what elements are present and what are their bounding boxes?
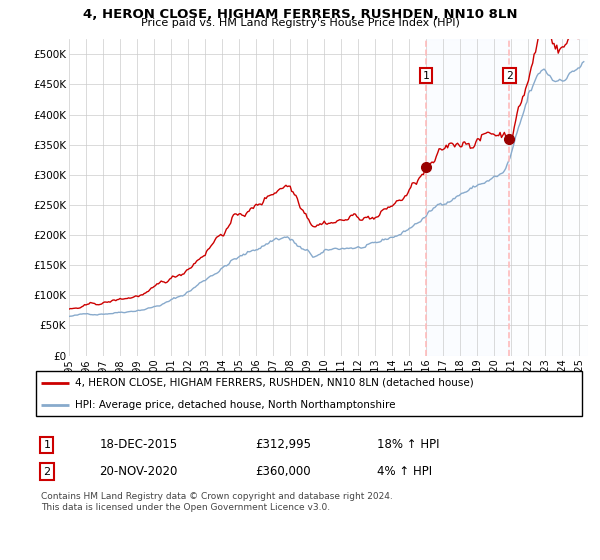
Text: 20-NOV-2020: 20-NOV-2020 xyxy=(100,465,178,478)
Text: £360,000: £360,000 xyxy=(255,465,311,478)
Text: £312,995: £312,995 xyxy=(255,438,311,451)
Text: 4, HERON CLOSE, HIGHAM FERRERS, RUSHDEN, NN10 8LN (detached house): 4, HERON CLOSE, HIGHAM FERRERS, RUSHDEN,… xyxy=(74,378,473,388)
Text: 4, HERON CLOSE, HIGHAM FERRERS, RUSHDEN, NN10 8LN: 4, HERON CLOSE, HIGHAM FERRERS, RUSHDEN,… xyxy=(83,8,517,21)
Text: 2: 2 xyxy=(43,466,50,477)
Text: 4% ↑ HPI: 4% ↑ HPI xyxy=(377,465,432,478)
Text: HPI: Average price, detached house, North Northamptonshire: HPI: Average price, detached house, Nort… xyxy=(74,400,395,410)
Bar xyxy=(425,39,509,356)
Text: 18-DEC-2015: 18-DEC-2015 xyxy=(100,438,178,451)
Text: 2: 2 xyxy=(506,71,513,81)
Bar xyxy=(509,39,588,356)
Text: Price paid vs. HM Land Registry's House Price Index (HPI): Price paid vs. HM Land Registry's House … xyxy=(140,18,460,29)
Text: 18% ↑ HPI: 18% ↑ HPI xyxy=(377,438,440,451)
Text: This data is licensed under the Open Government Licence v3.0.: This data is licensed under the Open Gov… xyxy=(41,503,331,512)
FancyBboxPatch shape xyxy=(36,371,583,416)
Text: Contains HM Land Registry data © Crown copyright and database right 2024.: Contains HM Land Registry data © Crown c… xyxy=(41,492,393,501)
Text: 1: 1 xyxy=(422,71,429,81)
Text: 1: 1 xyxy=(43,440,50,450)
